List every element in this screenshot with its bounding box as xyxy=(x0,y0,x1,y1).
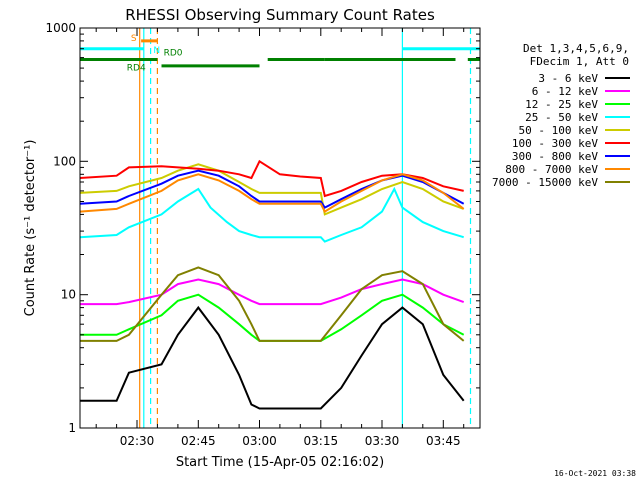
x-tick-label-0: 02:30 xyxy=(120,434,155,448)
y-tick-label-3: 1000 xyxy=(45,21,76,35)
series-line-7 xyxy=(79,173,465,214)
series-line-6 xyxy=(79,169,465,209)
timestamp: 16-Oct-2021 03:38 xyxy=(554,469,636,478)
legend-label-5: 100 - 300 keV xyxy=(512,137,598,150)
legend-label-7: 800 - 7000 keV xyxy=(505,163,598,176)
legend-label-1: 6 - 12 keV xyxy=(532,85,599,98)
series-line-5 xyxy=(79,159,464,198)
legend-label-6: 300 - 800 keV xyxy=(512,150,598,163)
y-tick-label-0: 1 xyxy=(68,421,76,435)
legend-label-8: 7000 - 15000 keV xyxy=(492,176,598,189)
legend-label-4: 50 - 100 keV xyxy=(519,124,599,137)
x-tick-label-5: 03:45 xyxy=(426,434,461,448)
series-line-3 xyxy=(79,186,464,243)
annotation-n: N xyxy=(153,46,160,56)
annotation-rd4: RD4 xyxy=(127,64,146,74)
chart-title: RHESSI Observing Summary Count Rates xyxy=(125,6,435,24)
legend-label-2: 12 - 25 keV xyxy=(525,98,598,111)
legend-label-0: 3 - 6 keV xyxy=(538,72,598,85)
y-axis-label: Count Rate (s⁻¹ detector⁻¹) xyxy=(23,140,38,317)
y-tick-label-2: 100 xyxy=(53,154,76,168)
series-line-8 xyxy=(79,266,465,342)
annotation-rd0: RD0 xyxy=(164,49,183,59)
y-tick-label-1: 10 xyxy=(61,288,76,302)
annotation-s: S xyxy=(131,34,137,44)
legend-header-line-1: Det 1,3,4,5,6,9, xyxy=(523,42,629,55)
x-tick-label-1: 02:45 xyxy=(181,434,216,448)
legend-label-3: 25 - 50 keV xyxy=(525,111,598,124)
legend-header-line-2: FDecim 1, Att 0 xyxy=(530,55,629,68)
x-axis-label: Start Time (15-Apr-05 02:16:02) xyxy=(176,455,384,470)
series-line-1 xyxy=(79,278,465,306)
x-tick-label-3: 03:15 xyxy=(304,434,339,448)
series-line-0 xyxy=(79,305,465,410)
x-tick-label-2: 03:00 xyxy=(242,434,277,448)
series-line-4 xyxy=(79,163,465,216)
x-tick-label-4: 03:30 xyxy=(365,434,400,448)
series-line-2 xyxy=(79,293,465,342)
